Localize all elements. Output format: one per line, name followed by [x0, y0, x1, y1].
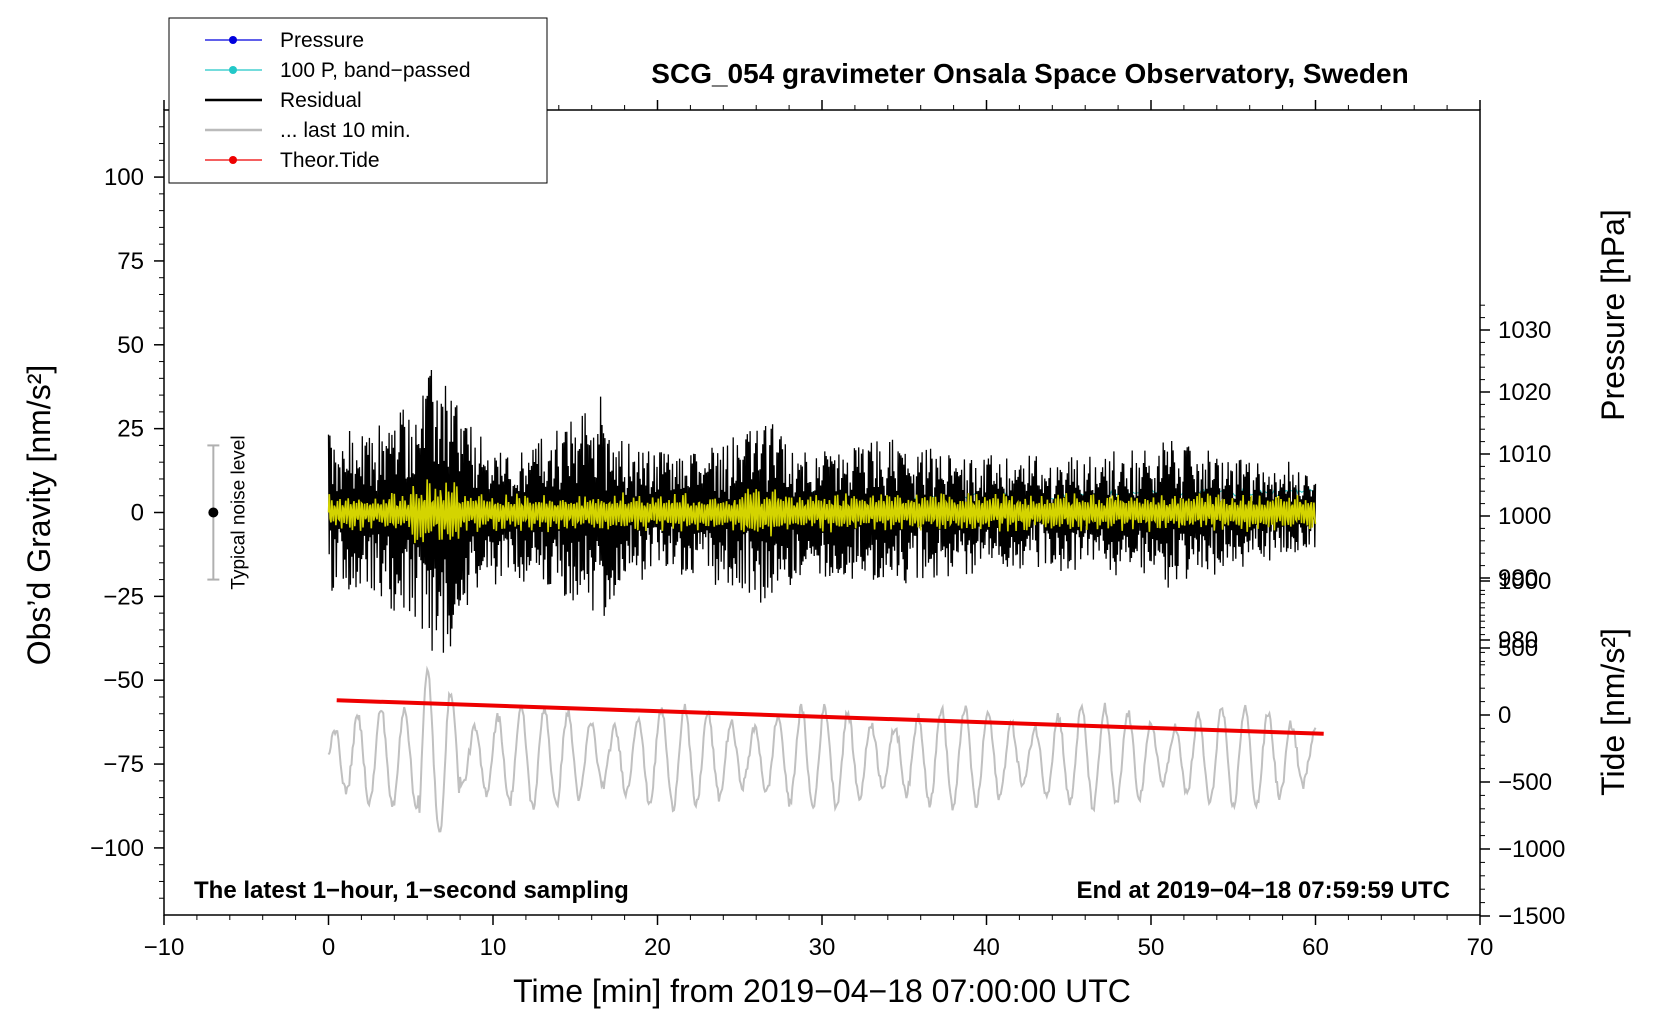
- x-tick-label-8: 70: [1467, 934, 1494, 961]
- pressure-axis-title: Pressure [hPa]: [1595, 209, 1631, 421]
- legend-label-2: Residual: [280, 89, 362, 112]
- y-tick-label-5: −25: [103, 583, 144, 610]
- pressure-tick-label-3: 1000: [1498, 503, 1551, 530]
- tide-tick-label-5: −1500: [1498, 903, 1565, 930]
- x-tick-label-5: 40: [973, 934, 1000, 961]
- x-tick-label-2: 10: [480, 934, 507, 961]
- y-tick-label-0: 100: [104, 164, 144, 191]
- last-10-min-line: [327, 665, 1317, 833]
- y-tick-label-6: −50: [103, 667, 144, 694]
- y-axis-tide: 1000 500 0 −500 −1000 −1500: [1480, 568, 1565, 930]
- tide-tick-label-2: 0: [1498, 702, 1511, 729]
- legend: Pressure 100 P, band−passed Residual ... la…: [168, 17, 548, 184]
- pressure-tick-label-4: 990: [1498, 565, 1538, 592]
- x-tick-label-4: 30: [809, 934, 836, 961]
- tide-tick-label-4: −1000: [1498, 836, 1565, 863]
- tide-tick-label-3: −500: [1498, 769, 1552, 796]
- legend-marker-0: [229, 36, 237, 44]
- legend-entry-3: ... last 10 min.: [205, 119, 411, 142]
- y-tick-label-8: −100: [90, 835, 144, 862]
- legend-entry-2: Residual: [205, 89, 362, 112]
- annotation-right: End at 2019−04−18 07:59:59 UTC: [1076, 877, 1450, 904]
- x-tick-label-6: 50: [1138, 934, 1165, 961]
- pressure-tick-label-1: 1020: [1498, 379, 1551, 406]
- noise-level-indicator: Typical noise level: [207, 435, 249, 590]
- y-axis-gravity: 100 75 50 25 0 −25 −50 −75 −100: [90, 126, 164, 899]
- noise-level-label: Typical noise level: [228, 435, 249, 589]
- tide-tick-label-1: 500: [1498, 635, 1538, 662]
- legend-marker-4: [229, 156, 237, 164]
- y-tick-label-2: 50: [117, 332, 144, 359]
- pressure-tick-label-0: 1030: [1498, 317, 1551, 344]
- x-tick-label-7: 60: [1302, 934, 1329, 961]
- y-tick-label-4: 0: [131, 500, 144, 527]
- pressure-tick-label-5: 980: [1498, 627, 1538, 654]
- legend-entry-0: Pressure: [205, 29, 364, 52]
- x-tick-label-3: 20: [644, 934, 671, 961]
- y-tick-label-3: 25: [117, 416, 144, 443]
- annotation-left: The latest 1−hour, 1−second sampling: [194, 877, 629, 904]
- y-axis-title: Obs’d Gravity [nm/s²]: [21, 365, 57, 666]
- tide-tick-label-0: 1000: [1498, 568, 1551, 595]
- legend-label-0: Pressure: [280, 29, 364, 52]
- x-tick-label-1: 0: [322, 934, 335, 961]
- noise-bar-dot: [208, 507, 219, 518]
- x-axis: −10 0 10 20 30 40 50 60 70: [144, 100, 1494, 961]
- legend-label-3: ... last 10 min.: [280, 119, 411, 142]
- pressure-tick-label-2: 1010: [1498, 441, 1551, 468]
- tide-axis-title: Tide [nm/s²]: [1595, 628, 1631, 796]
- theoretical-tide-line: [336, 698, 1324, 736]
- legend-label-1: 100 P, band−passed: [280, 59, 471, 82]
- x-axis-title: Time [min] from 2019−04−18 07:00:00 UTC: [513, 973, 1131, 1009]
- series-layer: [327, 369, 1324, 833]
- chart-title: SCG_054 gravimeter Onsala Space Observat…: [651, 58, 1408, 89]
- filtered-yellow-line: [327, 479, 1317, 544]
- y-tick-label-1: 75: [117, 248, 144, 275]
- y-tick-label-7: −75: [103, 751, 144, 778]
- x-tick-label-0: −10: [144, 934, 185, 961]
- legend-marker-1: [229, 66, 237, 74]
- legend-entry-4: Theor.Tide: [205, 149, 380, 172]
- legend-entry-1: 100 P, band−passed: [205, 59, 471, 82]
- legend-label-4: Theor.Tide: [280, 149, 380, 172]
